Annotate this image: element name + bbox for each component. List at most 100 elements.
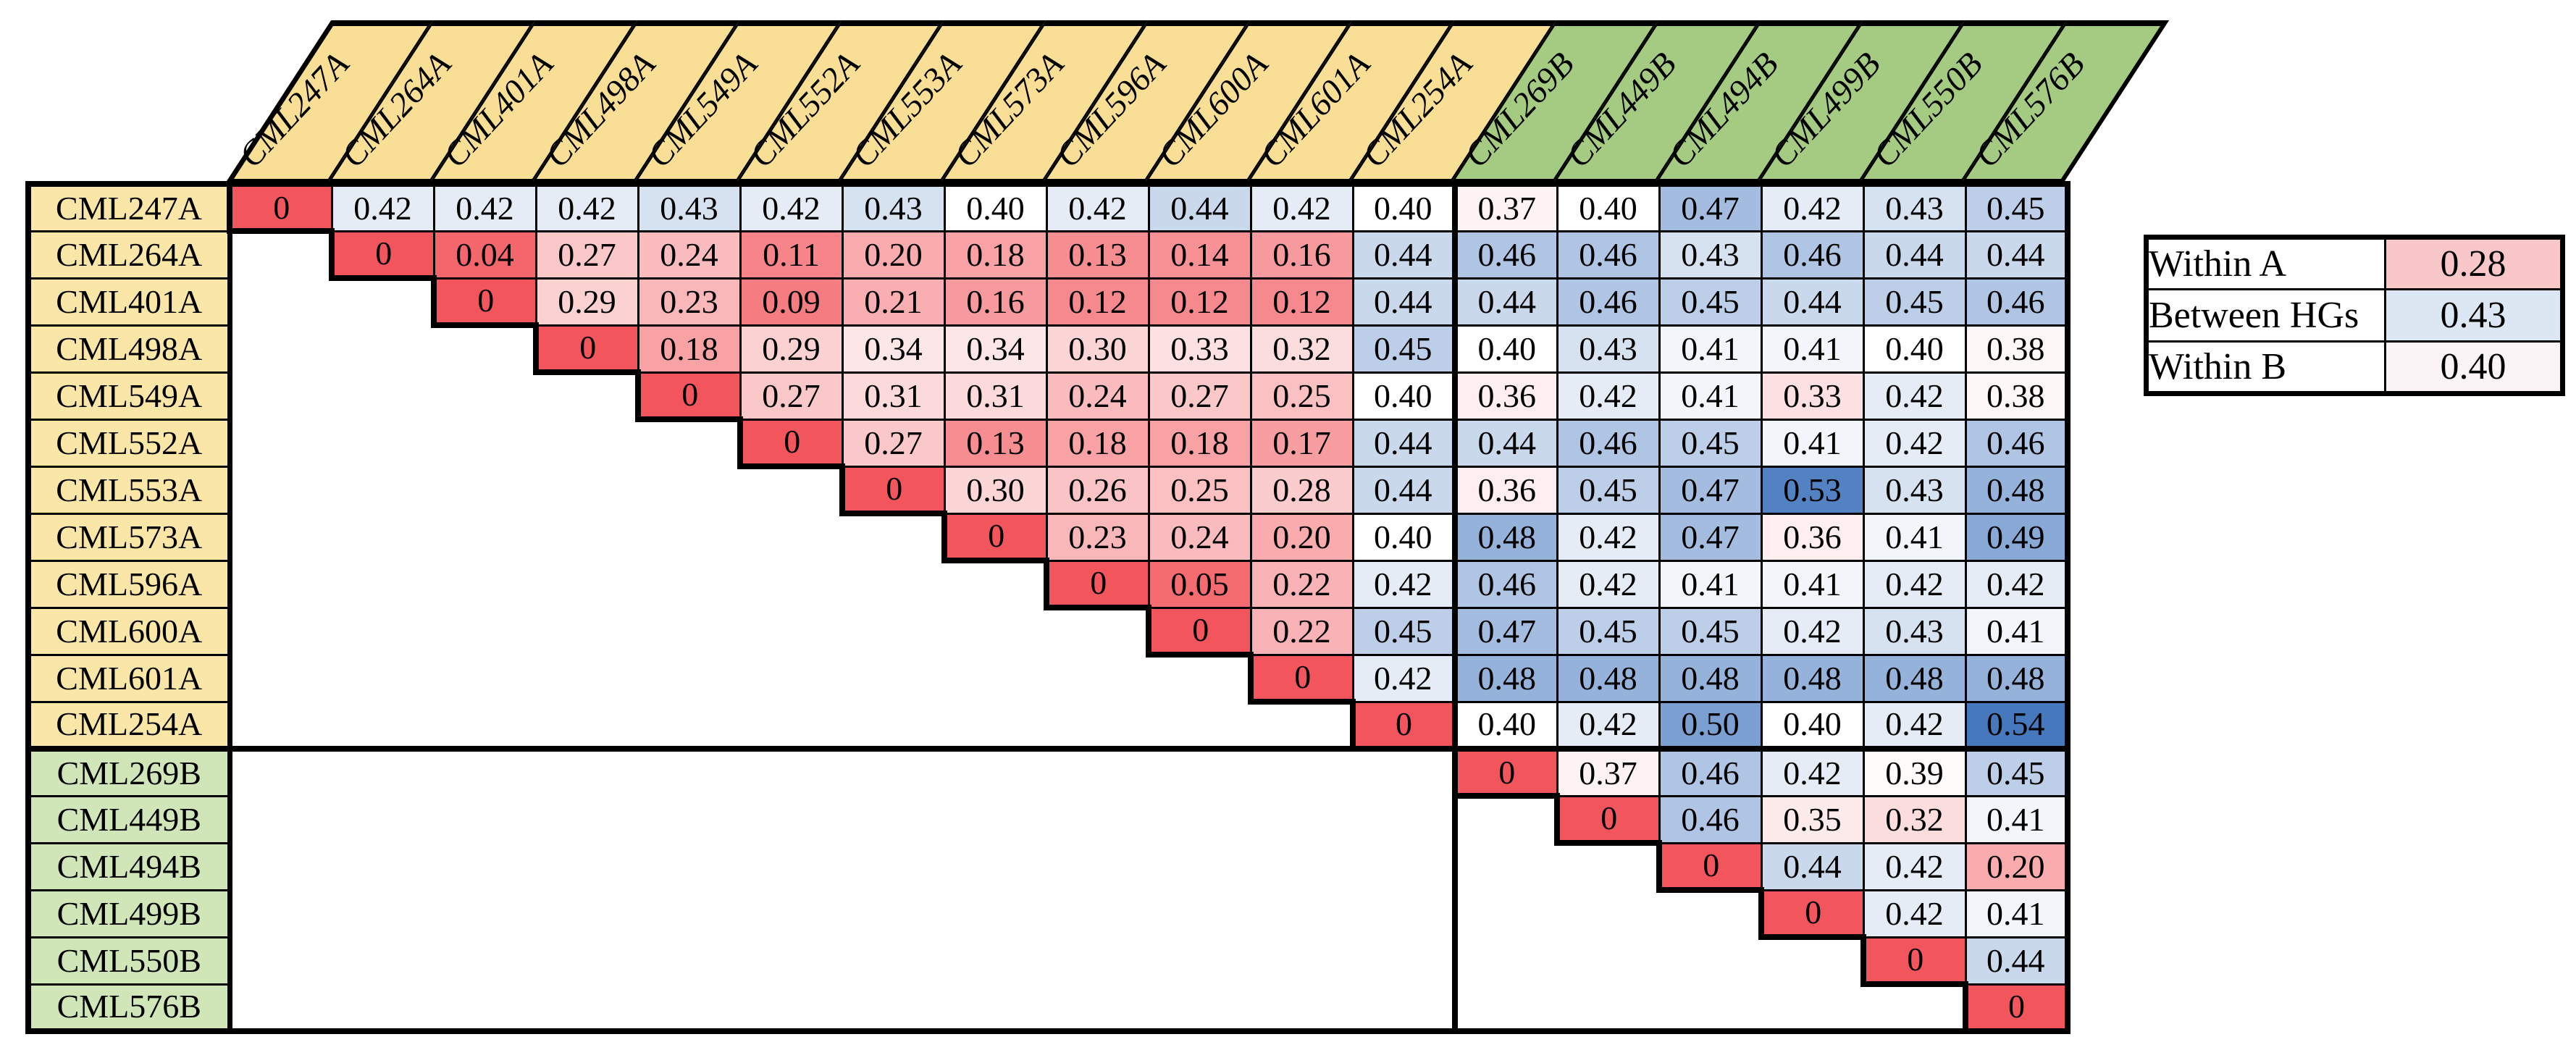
matrix-cell-empty: [944, 843, 1046, 890]
matrix-cell: 0.25: [1147, 465, 1252, 515]
matrix-cell-empty: [1046, 843, 1149, 890]
matrix-cell: 0.40: [943, 182, 1048, 232]
matrix-cell: 0.46: [1658, 747, 1763, 797]
matrix-cell-empty: [434, 937, 536, 984]
matrix-cell-empty: [434, 560, 536, 608]
matrix-cell: 0.30: [943, 465, 1048, 515]
matrix-cell: 0.45: [1658, 606, 1763, 656]
matrix-cell: 0.22: [1249, 559, 1354, 609]
matrix-cell: 0.42: [1862, 889, 1967, 938]
matrix-cell-empty: [332, 796, 434, 843]
matrix-cell-empty: [842, 890, 944, 937]
matrix-cell-empty: [740, 890, 842, 937]
matrix-cell-empty: [536, 560, 638, 608]
matrix-cell: 0.41: [1964, 889, 2069, 938]
row-label: CML600A: [27, 606, 232, 656]
matrix-cell-empty: [1149, 843, 1251, 890]
matrix-row: CML550B 0 0.44: [27, 936, 2069, 987]
matrix-cell: 0.41: [1964, 606, 2069, 656]
matrix-cell-empty: [230, 466, 332, 513]
matrix-cell-empty: [332, 513, 434, 560]
matrix-cell: 0.45: [1658, 418, 1763, 468]
row-label: CML549A: [27, 371, 232, 421]
matrix-row: CML573A 0 0.23 0.24 0.20 0.40 0.48 0.42 0.47 0.36…: [27, 512, 2069, 563]
matrix-cell-empty: [638, 608, 740, 655]
matrix-cell: 0.46: [1556, 230, 1661, 280]
matrix-cell-empty: [230, 749, 332, 796]
matrix-cell-empty: [332, 655, 434, 702]
matrix-cell-empty: [536, 419, 638, 466]
matrix-cell: 0.20: [1249, 512, 1354, 562]
matrix-cell: 0.49: [1964, 512, 2069, 562]
legend-row: Within B 0.40: [2145, 340, 2564, 395]
matrix-cell: 0.35: [1760, 794, 1865, 844]
matrix-cell-empty: [1557, 937, 1659, 984]
matrix-cell: 0.31: [841, 371, 946, 421]
matrix-cell-empty: [1149, 702, 1251, 752]
matrix-cell-diagonal: 0: [737, 418, 844, 469]
matrix-cell-empty: [740, 466, 842, 513]
matrix-cell: 0.42: [1964, 559, 2069, 609]
row-label: CML264A: [27, 230, 232, 280]
matrix-cell: 0.18: [637, 324, 742, 374]
matrix-cell: 0.24: [637, 230, 742, 280]
matrix-cell-empty: [230, 513, 332, 560]
matrix-cell-diagonal: 0: [329, 230, 435, 281]
matrix-cell-empty: [1046, 984, 1149, 1031]
matrix-cell-empty: [1455, 890, 1557, 937]
matrix-cell: 0.11: [739, 230, 844, 280]
matrix-cell-empty: [638, 890, 740, 937]
matrix-cell: 0.45: [1351, 324, 1458, 374]
matrix-cell-empty: [536, 372, 638, 419]
matrix-cell-diagonal: 0: [1452, 747, 1558, 799]
matrix-cell: 0.12: [1045, 277, 1150, 327]
matrix-cell-empty: [1455, 843, 1557, 890]
matrix-cell-empty: [1353, 937, 1458, 984]
matrix-cell-empty: [1251, 702, 1353, 752]
matrix-cell: 0.41: [1862, 512, 1967, 562]
matrix-row: CML247A 0 0.42 0.42 0.42 0.43 0.42 0.43 0.40 0.42…: [27, 182, 2069, 234]
matrix-row: CML576B 0: [27, 983, 2069, 1034]
matrix-cell: 0.42: [739, 182, 844, 232]
matrix-row: CML601A 0 0.42 0.48 0.48 0.48 0.48 0.48 0.48: [27, 653, 2069, 705]
matrix-cell: 0.48: [1964, 653, 2069, 703]
matrix-cell-empty: [1251, 890, 1353, 937]
matrix-cell: 0.43: [637, 182, 742, 232]
matrix-cell: 0.42: [432, 182, 537, 232]
matrix-cell: 0.18: [1045, 418, 1150, 468]
legend-label: Between HGs: [2145, 288, 2386, 343]
matrix-cell: 0.46: [1964, 277, 2069, 327]
matrix-cell-diagonal: 0: [1963, 983, 2069, 1034]
matrix-cell-empty: [842, 937, 944, 984]
matrix-cell: 0.45: [1862, 277, 1967, 327]
matrix-cell-empty: [944, 796, 1046, 843]
matrix-cell: 0.46: [1453, 230, 1558, 280]
matrix-cell: 0.18: [1147, 418, 1252, 468]
matrix-cell: 0.37: [1453, 182, 1558, 232]
row-label: CML550B: [27, 936, 232, 986]
matrix-cell-empty: [434, 890, 536, 937]
matrix-cell-empty: [944, 560, 1046, 608]
matrix-cell-empty: [536, 608, 638, 655]
matrix-cell-empty: [434, 608, 536, 655]
matrix-cell: 0.54: [1964, 700, 2069, 752]
matrix-cell-empty: [842, 843, 944, 890]
matrix-cell: 0.46: [1760, 230, 1865, 280]
matrix-cell-empty: [638, 655, 740, 702]
matrix-cell: 0.16: [943, 277, 1048, 327]
matrix-cell: 0.21: [841, 277, 946, 327]
legend-table: Within A 0.28 Between HGs 0.43 Within B 0.40: [2144, 235, 2565, 396]
matrix-cell: 0.42: [330, 182, 435, 232]
matrix-cell-empty: [842, 655, 944, 702]
matrix-cell-empty: [536, 513, 638, 560]
matrix-cell: 0.33: [1760, 371, 1865, 421]
matrix-cell-empty: [434, 325, 536, 372]
matrix-cell: 0.18: [943, 230, 1048, 280]
matrix-cell: 0.45: [1964, 182, 2069, 232]
legend-row: Between HGs 0.43: [2145, 288, 2564, 343]
matrix-cell-empty: [944, 655, 1046, 702]
matrix-cell: 0.45: [1658, 277, 1763, 327]
matrix-cell: 0.42: [1351, 559, 1458, 609]
matrix-cell-empty: [1046, 749, 1149, 796]
matrix-cell: 0.40: [1862, 324, 1967, 374]
